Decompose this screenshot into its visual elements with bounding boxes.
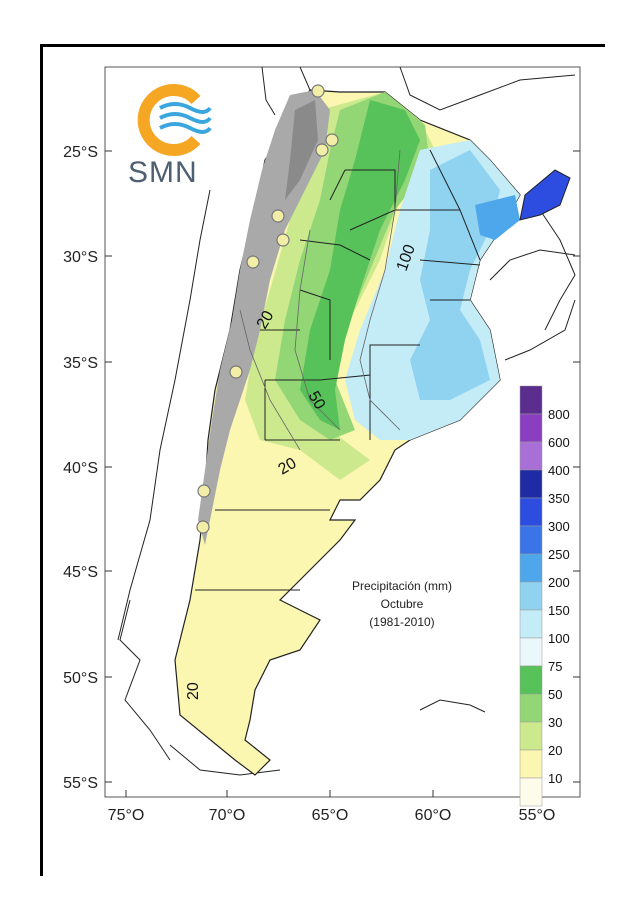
legend-label: 50 [548,687,562,702]
legend-label: 800 [548,407,570,422]
station-marker [311,84,325,98]
legend-label: 200 [548,575,570,590]
contour-label-50: 50 [305,389,329,413]
contour-label-20-west: 20 [254,308,278,332]
y-axis-ticks [105,150,580,783]
x-tick-label: 70°O [209,807,246,824]
caption-line-2: Octubre [381,597,424,611]
x-tick-label: 60°O [415,807,452,824]
y-tick-label: 25°S [63,144,98,161]
station-marker [271,209,285,223]
legend-swatch [519,749,543,779]
map-caption: Precipitación (mm) Octubre (1981-2010) [352,579,452,629]
legend-swatch [519,777,543,807]
legend-label: 30 [548,715,562,730]
y-tick-label: 50°S [63,670,98,687]
x-tick-label: 75°O [108,807,145,824]
legend-label: 75 [548,659,562,674]
y-tick-label: 40°S [63,460,98,477]
legend-swatch [519,385,543,415]
precipitation-legend: 800 600 400 350 300 250 200 150 100 75 50 30 20 10 [519,385,570,807]
legend-label: 150 [548,603,570,618]
legend-swatch [519,609,543,639]
legend-swatch [519,413,543,443]
station-marker [276,233,290,247]
station-marker [197,484,211,498]
legend-swatch [519,721,543,751]
legend-swatch [519,637,543,667]
caption-line-1: Precipitación (mm) [352,579,452,593]
andes-mountains [198,90,330,545]
smn-logo: SMN [128,84,212,189]
contour-label-20-south: 20 [185,682,202,700]
contour-lines [239,149,401,451]
weather-stations [196,84,339,534]
legend-swatch [519,497,543,527]
logo-wave-icon [159,102,212,114]
frame-left-border [40,44,43,876]
x-tick-label: 55°O [519,807,556,824]
legend-label: 100 [548,631,570,646]
region-150-250mm [475,195,520,240]
station-marker [315,143,329,157]
caption-line-3: (1981-2010) [369,615,434,629]
legend-swatch [519,525,543,555]
logo-wave-icon [159,122,212,134]
station-marker [246,255,260,269]
logo-text: SMN [128,156,198,189]
logo-wave-icon [159,112,212,124]
legend-swatch [519,693,543,723]
legend-swatch [519,581,543,611]
legend-swatch [519,665,543,695]
y-tick-label: 30°S [63,249,98,266]
legend-label: 400 [548,463,570,478]
legend-label: 250 [548,547,570,562]
region-250-300mm [519,169,571,221]
y-tick-label: 35°S [63,355,98,372]
andes-high-peaks [285,100,318,200]
station-marker [196,520,210,534]
legend-label: 350 [548,491,570,506]
legend-label: 20 [548,743,562,758]
y-axis-labels: 25°S 30°S 35°S 40°S 45°S 50°S 55°S [63,144,98,792]
legend-label: 300 [548,519,570,534]
logo-sun-arc-icon [137,84,201,156]
provincial-borders [195,149,481,591]
legend-swatch [519,469,543,499]
x-axis-labels: 75°O 70°O 65°O 60°O 55°O [108,807,556,824]
contour-label-20-north: 20 [276,455,300,479]
legend-label: 10 [548,771,562,786]
station-marker [325,133,339,147]
station-marker [229,365,243,379]
y-tick-label: 45°S [63,564,98,581]
y-tick-label: 55°S [63,775,98,792]
legend-swatch [519,553,543,583]
legend-swatch [519,441,543,471]
legend-label: 600 [548,435,570,450]
x-tick-label: 65°O [312,807,349,824]
frame-top-border [40,44,605,47]
